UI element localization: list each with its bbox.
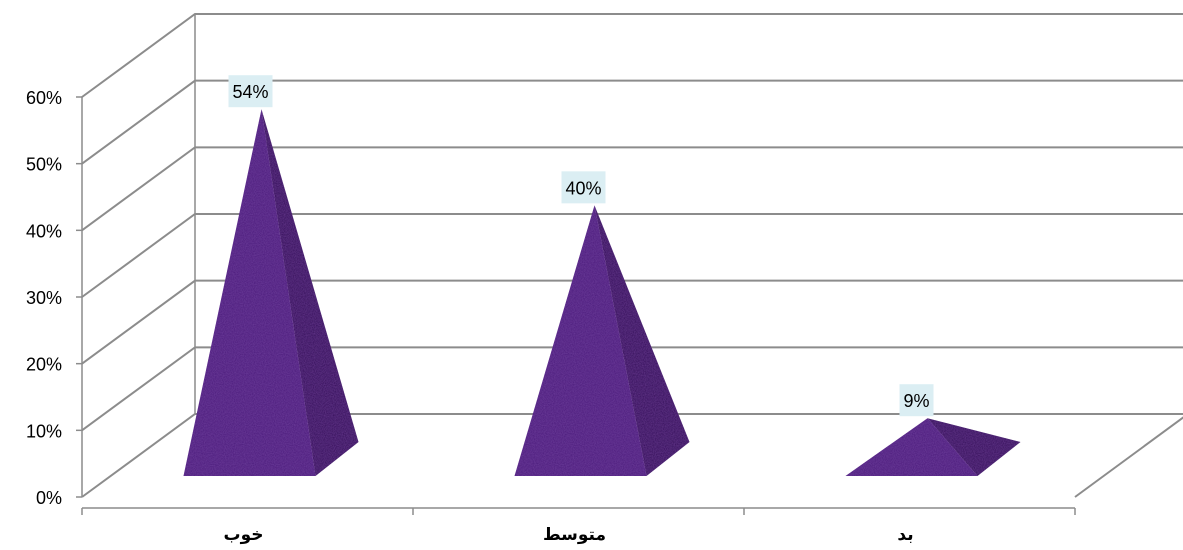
- pyramid-side-face: [261, 109, 359, 476]
- pyramid-front-face: [183, 109, 316, 476]
- pyramid-front-face: [845, 418, 978, 476]
- pyramid-front-face: [514, 205, 647, 477]
- x-category-label: بد: [897, 525, 913, 545]
- axes: 0% 10% 20% 30% 40% 50% 60% خوب متوسط بد: [26, 14, 1076, 545]
- data-label: 54%: [228, 75, 273, 108]
- x-category-label: متوسط: [543, 525, 606, 545]
- pyramid-bar: [183, 109, 359, 476]
- data-label-text: 40%: [565, 178, 601, 198]
- y-tick-label: 60%: [26, 88, 62, 108]
- data-label-box: [228, 75, 273, 108]
- y-tick-label: 20%: [26, 355, 62, 375]
- data-label-text: 9%: [903, 391, 929, 411]
- y-tick-label: 30%: [26, 288, 62, 308]
- data-labels: 54% 40% 9%: [228, 75, 934, 417]
- x-category-label: خوب: [224, 525, 264, 545]
- pyramid-bar: [845, 418, 1021, 476]
- floor-right-edge: [1074, 416, 1183, 498]
- pyramid-bar: [514, 205, 690, 477]
- y-tick-label: 10%: [26, 421, 62, 441]
- data-label-box: [561, 171, 606, 204]
- y-tick-label: 0%: [36, 488, 62, 508]
- data-label-box: [899, 384, 934, 417]
- y-tick-label: 40%: [26, 221, 62, 241]
- data-label: 9%: [899, 384, 934, 417]
- data-label: 40%: [561, 171, 606, 204]
- pyramid-side-face: [594, 205, 690, 477]
- pyramid-side-face: [927, 418, 1021, 476]
- pyramid-bars: [183, 109, 1021, 477]
- y-tick-label: 50%: [26, 155, 62, 175]
- data-label-text: 54%: [232, 82, 268, 102]
